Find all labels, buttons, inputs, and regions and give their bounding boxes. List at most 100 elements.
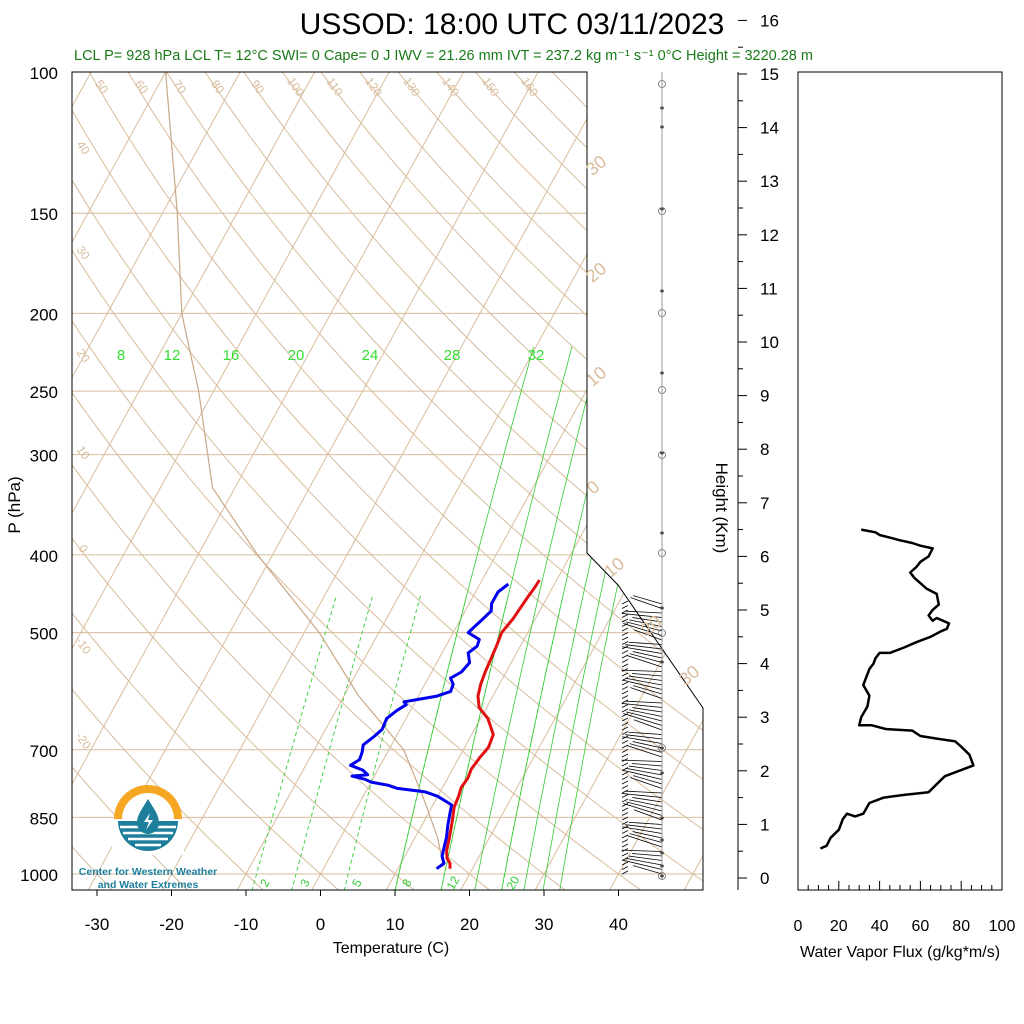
isotherm-left-label: -10 — [73, 635, 95, 658]
wind-barb-flag — [621, 605, 629, 609]
wind-barb-flag — [621, 690, 629, 695]
wind-barb-flag — [621, 776, 629, 780]
wind-barb-flag — [621, 753, 629, 758]
dry-adiabat-label: 60 — [132, 77, 151, 96]
wind-barb — [626, 745, 663, 758]
wind-barb-flag — [621, 758, 629, 762]
mixing-ratio-dashed-line — [251, 595, 337, 890]
flux-tick-label: 100 — [989, 918, 1016, 935]
wind-barb-flag — [621, 713, 629, 717]
wind-barb-flag — [621, 731, 629, 735]
dry-adiabat — [397, 72, 703, 890]
wind-barb-flag — [621, 780, 629, 785]
height-tick-label: 15 — [760, 65, 779, 84]
pressure-tick-label: 100 — [30, 64, 58, 83]
dry-adiabat — [72, 72, 341, 890]
wind-barb-flag — [621, 726, 629, 731]
isotherm-right-label: 20 — [582, 258, 610, 286]
height-tick-label: 1 — [760, 815, 769, 834]
sounding-series — [349, 579, 541, 870]
wind-barb — [623, 713, 663, 726]
wind-barb-flag — [621, 722, 629, 726]
skewt-frame — [71, 71, 704, 891]
wind-barb-flag — [621, 704, 629, 708]
flux-tick-label: 40 — [871, 918, 889, 935]
height-tick-label: 4 — [760, 655, 769, 674]
x-axis-label: Temperature (C) — [333, 940, 449, 957]
wind-barb-flag — [621, 785, 629, 789]
wind-barb — [630, 687, 663, 699]
wind-barb — [629, 799, 663, 807]
wind-barb-flag — [621, 672, 629, 677]
wind-barb-flag — [621, 618, 629, 623]
isotherm-right-label: 30 — [582, 151, 610, 179]
y-axis-label: P (hPa) — [5, 476, 24, 533]
mixing-ratio-dashed-line — [394, 595, 468, 890]
wind-barb-flag — [621, 695, 629, 699]
wind-barb — [625, 677, 663, 686]
temperature-tick-label: 0 — [316, 915, 325, 934]
skewt-grid — [72, 72, 703, 890]
wind-barb-flag — [621, 623, 629, 627]
wind-barb — [621, 826, 663, 834]
isotherm-left-label: 10 — [74, 443, 93, 462]
wind-barb — [626, 655, 663, 668]
isotherm-line — [72, 72, 390, 890]
dry-adiabat — [204, 72, 703, 890]
wind-barb — [621, 613, 663, 618]
mixing-ratio-line — [474, 346, 601, 890]
height-tick-label: 11 — [760, 279, 778, 298]
isotherm-line — [72, 72, 316, 890]
wind-barb — [629, 709, 663, 717]
mixing-ratio-label: 8 — [117, 347, 125, 364]
dry-adiabat — [72, 72, 703, 890]
wind-barb — [621, 759, 663, 762]
wind-barb-flag — [621, 740, 629, 744]
height-tick-label: 13 — [760, 172, 779, 191]
wind-barb-flag — [621, 627, 629, 632]
dry-adiabat — [72, 72, 703, 890]
wind-barb — [632, 673, 663, 677]
water-vapor-flux-panel: 0 20 40 60 80 100 Water Vapor Flux (g/kg*m/s) — [794, 71, 1016, 961]
wind-barb — [632, 797, 663, 803]
wind-barb — [626, 711, 663, 722]
wind-barb — [628, 765, 663, 771]
wind-barb — [628, 731, 663, 735]
mixing-ratio-line — [523, 346, 642, 890]
wind-barb — [633, 685, 663, 695]
isotherm-line — [459, 72, 703, 890]
mixing-ratio-dashed-line — [500, 595, 564, 890]
pressure-tick-label: 400 — [30, 547, 58, 566]
isotherm-line — [161, 72, 614, 890]
temperature-tick-label: 10 — [386, 915, 405, 934]
dry-adiabat — [72, 72, 643, 890]
height-tick-label: 0 — [760, 869, 769, 888]
wind-barb-flag — [621, 614, 629, 618]
isotherm-right-label: 30 — [675, 661, 703, 689]
dry-adiabat-label: 110 — [323, 75, 346, 99]
wind-barb-flag — [621, 717, 629, 722]
isotherm-left-label: 20 — [74, 346, 93, 365]
wind-barb — [633, 775, 663, 785]
flux-tick-label: 60 — [912, 918, 930, 935]
wind-barb — [629, 653, 663, 663]
wind-barb — [621, 703, 663, 708]
mixing-ratio-label: 20 — [288, 347, 305, 364]
pressure-tick-label: 300 — [30, 447, 58, 466]
dry-adiabat-label: 70 — [170, 77, 189, 96]
flux-axis-label: Water Vapor Flux (g/kg*m/s) — [800, 944, 1000, 961]
mixing-ratio-label: 28 — [444, 347, 461, 364]
wind-barb — [625, 790, 663, 794]
wind-barb — [632, 617, 663, 623]
wind-barb — [625, 610, 663, 614]
wind-barb-flag — [621, 789, 629, 794]
isotherm-line — [72, 72, 465, 890]
wind-barb-flag — [621, 609, 629, 614]
mixing-ratio-bottom-label: 20 — [504, 873, 523, 892]
temperature-profile-line — [445, 579, 541, 869]
height-tick-label: 5 — [760, 601, 769, 620]
dewpoint-profile-line — [349, 582, 510, 870]
dry-adiabat — [72, 72, 567, 890]
cw3e-logo: Center for Western Weather and Water Ext… — [79, 785, 217, 891]
wind-barb — [626, 621, 663, 632]
